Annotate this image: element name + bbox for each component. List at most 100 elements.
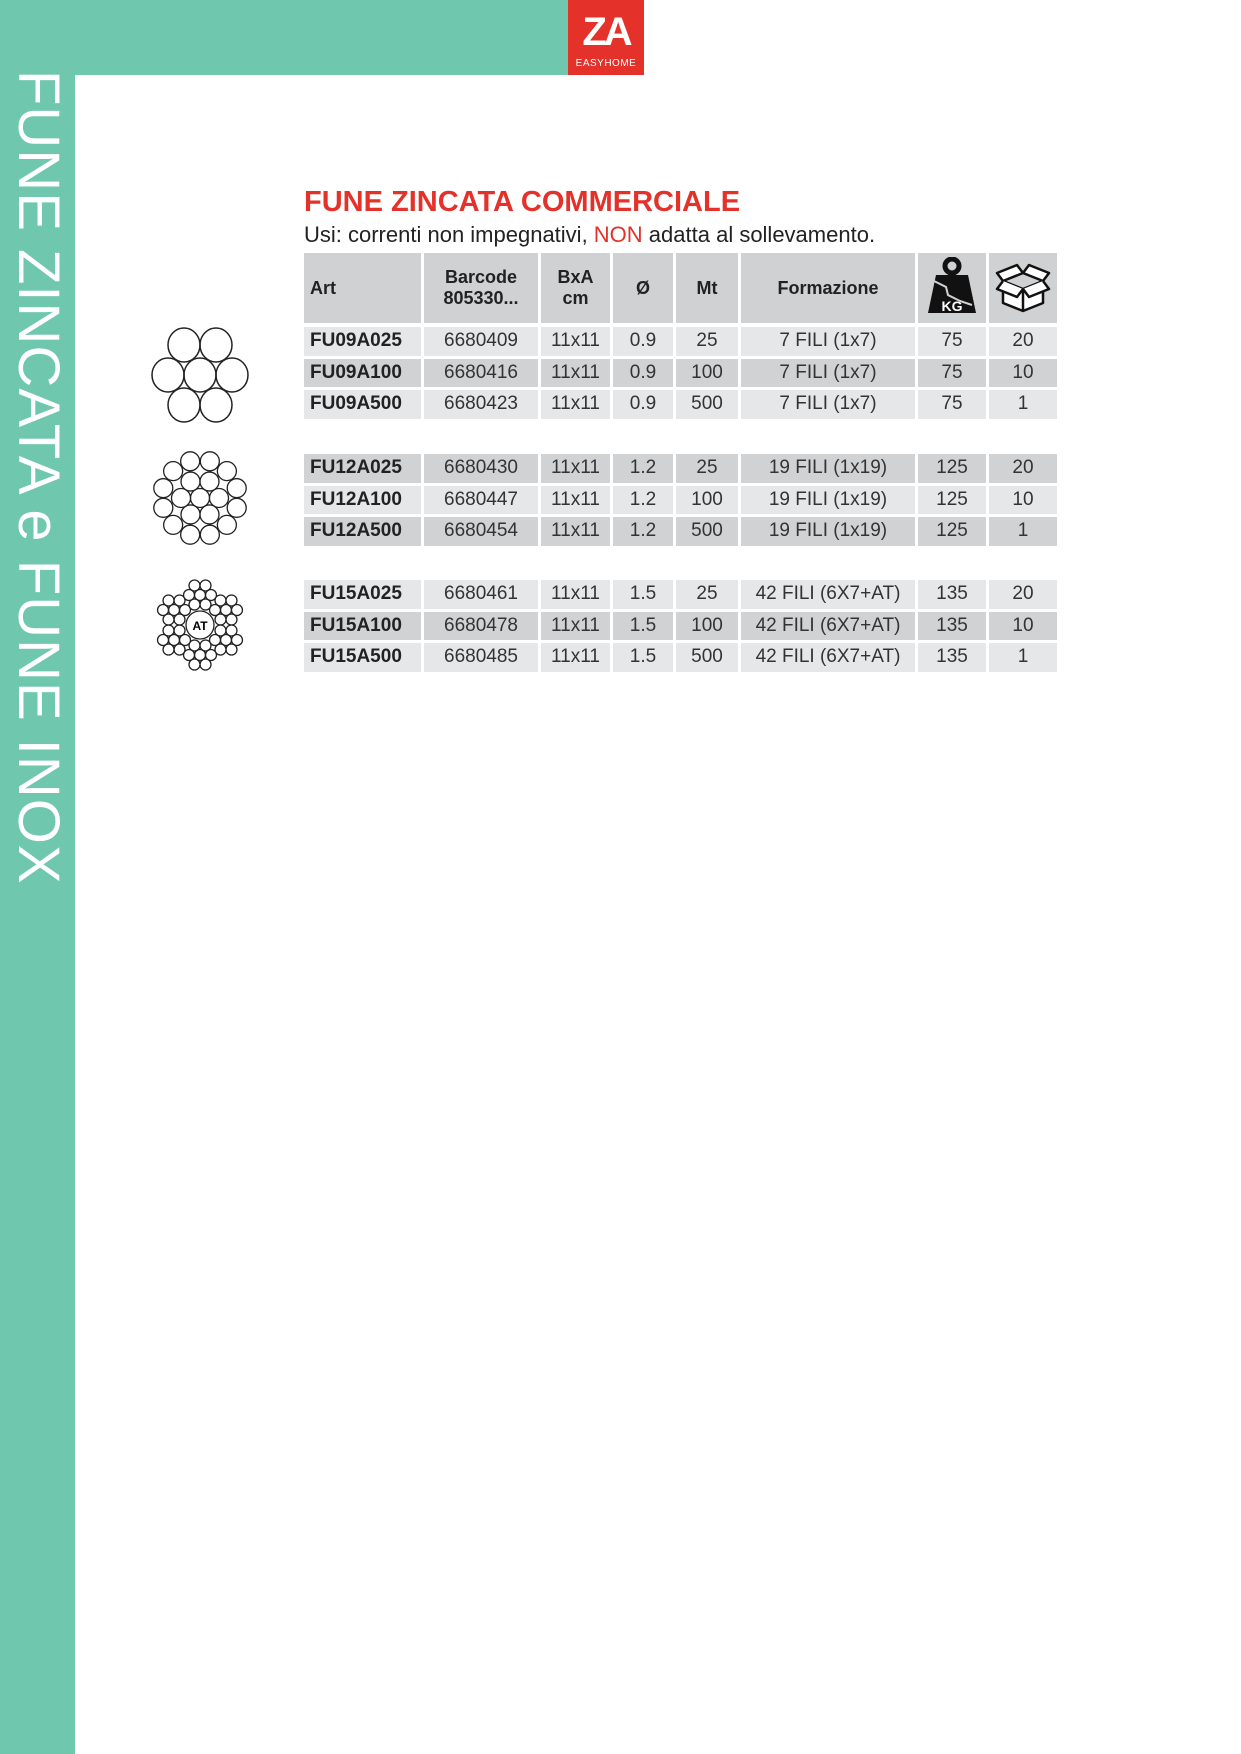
cell-mt: 500 [676,390,738,419]
wire [204,588,218,602]
top-band [0,0,568,75]
cell-barcode: 6680447 [424,485,538,514]
col-barcode: Barcode 805330... [424,253,538,323]
wire [188,598,201,611]
table-row: FU09A500 6680423 11x11 0.9 500 7 FILI (1x7) 75… [304,390,1057,419]
cell-art: FU09A100 [304,358,421,387]
wire [208,633,222,647]
col-art: Art [304,253,421,323]
cell-art: FU09A500 [304,390,421,419]
cell-weight: 75 [918,358,986,387]
wire [208,487,230,509]
page-subtitle: Usi: correnti non impegnativi, NON adatt… [304,222,875,248]
wire [156,603,170,617]
cell-mt: 25 [676,327,738,356]
wire [180,504,201,525]
wire [189,487,211,509]
wire [185,610,215,640]
wire [199,504,220,525]
wire [180,451,201,472]
cell-box: 1 [989,517,1057,546]
cell-box: 20 [989,580,1057,609]
table-row: FU09A025 6680409 11x11 0.9 25 7 FILI (1x7) 75 2… [304,327,1057,356]
wire [216,514,238,536]
cell-barcode: 6680416 [424,358,538,387]
cell-mt: 100 [676,358,738,387]
logo-subtitle: EASYHOME [575,58,637,69]
cell-diameter: 1.5 [613,611,673,640]
cell-bxa: 11x11 [541,390,610,419]
box-icon [995,263,1051,312]
wire [226,497,247,518]
cell-barcode: 6680454 [424,517,538,546]
side-title: FUNE ZINCATA e FUNE INOX [6,70,71,885]
table-row: FU12A500 6680454 11x11 1.2 500 19 FILI (1x19)… [304,517,1057,546]
cell-bxa: 11x11 [541,580,610,609]
table-row: FU15A025 6680461 11x11 1.5 25 42 FILI (6X7+AT… [304,580,1057,609]
wire [170,487,192,509]
side-band [0,0,75,1754]
cell-art: FU15A100 [304,611,421,640]
cell-art: FU15A025 [304,580,421,609]
cell-mt: 25 [676,580,738,609]
wire [230,633,244,647]
cell-weight: 135 [918,643,986,672]
subtitle-text-end: adatta al sollevamento. [642,222,876,247]
wire [225,613,238,626]
cell-weight: 125 [918,454,986,483]
wire [225,643,238,656]
cell-barcode: 6680409 [424,327,538,356]
wire [173,594,186,607]
col-mt: Mt [676,253,738,323]
wire [199,451,220,472]
cell-art: FU12A500 [304,517,421,546]
cell-art: FU15A500 [304,643,421,672]
wire [216,460,238,482]
table-row: FU15A100 6680478 11x11 1.5 100 42 FILI (6X7+A… [304,611,1057,640]
rope-core-label: AT [192,619,208,633]
cell-bxa: 11x11 [541,327,610,356]
wire [182,588,196,602]
cell-formazione: 19 FILI (1x19) [741,485,915,514]
cell-formazione: 19 FILI (1x19) [741,454,915,483]
cell-mt: 500 [676,517,738,546]
wire [153,497,174,518]
cell-formazione: 42 FILI (6X7+AT) [741,611,915,640]
cell-diameter: 0.9 [613,390,673,419]
cell-bxa: 11x11 [541,643,610,672]
cell-box: 20 [989,327,1057,356]
wire [214,624,227,637]
col-box [989,253,1057,323]
cell-formazione: 7 FILI (1x7) [741,358,915,387]
wire [208,603,222,617]
cell-box: 20 [989,454,1057,483]
cell-diameter: 1.2 [613,454,673,483]
cell-barcode: 6680430 [424,454,538,483]
wire [230,603,244,617]
cell-diameter: 1.5 [613,580,673,609]
page-title: FUNE ZINCATA COMMERCIALE [304,186,741,218]
wire [182,648,196,662]
cell-bxa: 11x11 [541,611,610,640]
wire [173,643,186,656]
table-row: FU12A025 6680430 11x11 1.2 25 19 FILI (1x19) 1… [304,454,1057,483]
product-table-header: Art Barcode 805330... BxA cm Ø Mt Formazio… [301,250,1060,326]
cell-mt: 500 [676,643,738,672]
cell-art: FU12A025 [304,454,421,483]
rope-19-wires-icon [153,451,247,545]
wire [153,478,174,499]
col-bxa: BxA cm [541,253,610,323]
wire [214,643,227,656]
product-group-2: FU12A025 6680430 11x11 1.2 25 19 FILI (1x19) 1… [301,451,1060,549]
cell-weight: 75 [918,327,986,356]
wire [199,639,212,652]
rope-42-wires-icon: AT [156,579,244,671]
cell-barcode: 6680423 [424,390,538,419]
col-weight: KG [918,253,986,323]
cell-art: FU12A100 [304,485,421,514]
wire [180,471,201,492]
cell-diameter: 1.2 [613,485,673,514]
cell-box: 10 [989,611,1057,640]
subtitle-text: Usi: correnti non impegnativi, [304,222,594,247]
cell-box: 10 [989,358,1057,387]
